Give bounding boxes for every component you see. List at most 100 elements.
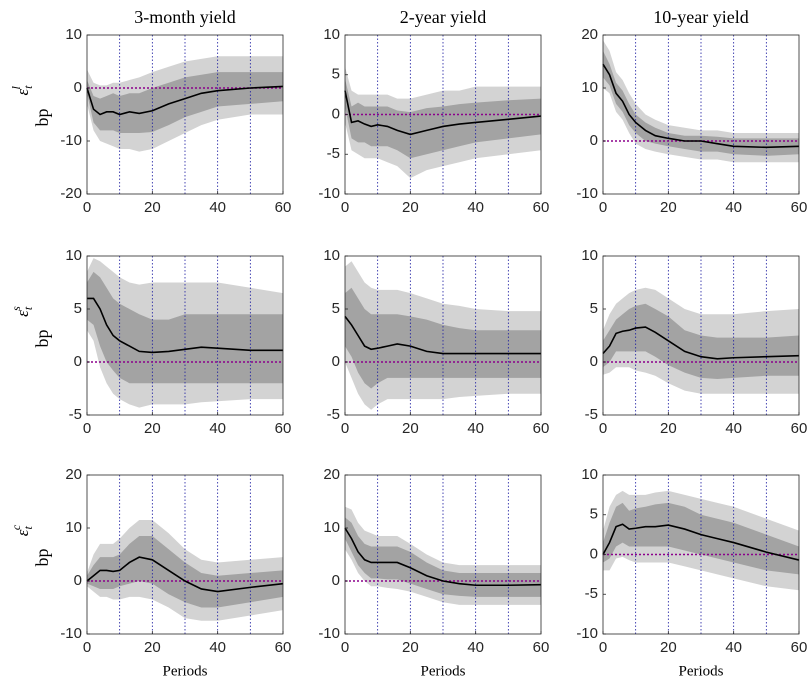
- y-tick-label: 20: [323, 466, 340, 483]
- axes-box: [86, 474, 284, 635]
- x-tick-label: 0: [83, 199, 91, 216]
- x-axis-label: Periods: [163, 663, 208, 679]
- y-tick-label: 0: [590, 545, 598, 562]
- x-tick-label: 20: [660, 639, 677, 656]
- axes-box: [86, 34, 284, 195]
- shock-subscript: t: [21, 85, 35, 89]
- y-axis-label: bp: [32, 330, 52, 348]
- x-tick-label: 40: [467, 199, 484, 216]
- y-tick-label: 0: [332, 572, 340, 589]
- x-tick-label: 20: [402, 639, 419, 656]
- y-tick-label: 0: [332, 105, 340, 122]
- y-tick-label: 20: [65, 466, 82, 483]
- axes-box: [344, 255, 542, 416]
- response-line: [344, 315, 541, 355]
- x-tick-label: 40: [209, 639, 226, 656]
- x-tick-label: 0: [599, 199, 607, 216]
- y-tick-label: -5: [69, 406, 82, 423]
- panel: 0 20 40 60 -10 -5 0 5 10 2-year yield: [318, 7, 549, 216]
- y-tick-label: 10: [581, 466, 598, 483]
- x-tick-label: 40: [725, 199, 742, 216]
- x-tick-label: 20: [402, 199, 419, 216]
- response-line: [602, 523, 800, 561]
- y-tick-label: 0: [74, 572, 82, 589]
- axes-box: [602, 34, 800, 195]
- confidence-band: [345, 287, 541, 389]
- x-tick-label: 20: [144, 420, 161, 437]
- x-tick-label: 20: [402, 420, 419, 437]
- x-tick-label: 60: [533, 420, 550, 437]
- shock-symbol: ε: [13, 310, 32, 317]
- x-tick-label: 20: [660, 199, 677, 216]
- y-tick-label: -10: [60, 625, 82, 642]
- panel-title: 3-month yield: [134, 7, 236, 27]
- x-tick-label: 0: [341, 420, 349, 437]
- y-tick-label: 0: [590, 132, 598, 149]
- y-axis-label: bp: [32, 549, 52, 567]
- x-tick-label: 20: [144, 199, 161, 216]
- y-tick-label: 10: [323, 247, 340, 264]
- y-tick-label: -10: [60, 132, 82, 149]
- axes-box: [86, 255, 284, 416]
- y-tick-label: 10: [323, 519, 340, 536]
- x-tick-label: 60: [275, 420, 292, 437]
- x-tick-label: 20: [144, 639, 161, 656]
- x-tick-label: 40: [725, 639, 742, 656]
- confidence-band: [345, 517, 541, 597]
- x-tick-label: 0: [341, 199, 349, 216]
- shock-superscript: l: [9, 85, 23, 89]
- confidence-band: [603, 50, 799, 156]
- x-tick-label: 0: [83, 639, 91, 656]
- x-tick-label: 0: [599, 639, 607, 656]
- y-tick-label: 10: [581, 247, 598, 264]
- panel-title: 2-year yield: [400, 7, 486, 27]
- y-tick-label: 0: [74, 353, 82, 370]
- response-line: [344, 527, 542, 587]
- y-tick-label: 5: [590, 506, 598, 523]
- y-tick-label: -5: [585, 585, 598, 602]
- y-tick-label: 5: [590, 300, 598, 317]
- y-tick-label: 10: [65, 26, 82, 43]
- x-tick-label: 40: [725, 420, 742, 437]
- y-tick-label: -20: [60, 185, 82, 202]
- x-tick-label: 40: [467, 639, 484, 656]
- shock-symbol: ε: [13, 89, 32, 96]
- panel-title: 10-year yield: [653, 7, 748, 27]
- y-tick-label: 10: [323, 26, 340, 43]
- x-tick-label: 60: [275, 639, 292, 656]
- shock-symbol: ε: [13, 529, 32, 536]
- y-tick-label: 10: [581, 79, 598, 96]
- x-tick-label: 60: [533, 639, 550, 656]
- x-axis-label: Periods: [679, 663, 724, 679]
- axes-box: [602, 255, 800, 416]
- shock-label: εtc: [9, 524, 35, 536]
- x-tick-label: 40: [209, 420, 226, 437]
- response-line: [87, 297, 283, 354]
- y-tick-label: 0: [74, 79, 82, 96]
- x-tick-label: 40: [209, 199, 226, 216]
- y-tick-label: -10: [576, 185, 598, 202]
- x-tick-label: 0: [341, 639, 349, 656]
- x-tick-label: 40: [467, 420, 484, 437]
- x-tick-label: 60: [791, 420, 808, 437]
- panel: 0 20 40 60 -20 -10 0 10 3-month yield bp εtl: [9, 7, 292, 216]
- confidence-band: [345, 78, 541, 159]
- y-tick-label: 10: [65, 247, 82, 264]
- y-tick-label: 0: [332, 353, 340, 370]
- y-tick-label: 10: [65, 519, 82, 536]
- x-tick-label: 60: [533, 199, 550, 216]
- shock-superscript: s: [9, 306, 23, 311]
- x-tick-label: 20: [660, 420, 677, 437]
- x-tick-label: 60: [791, 199, 808, 216]
- response-line: [86, 85, 284, 116]
- shock-superscript: c: [9, 524, 23, 530]
- y-tick-label: -10: [318, 625, 340, 642]
